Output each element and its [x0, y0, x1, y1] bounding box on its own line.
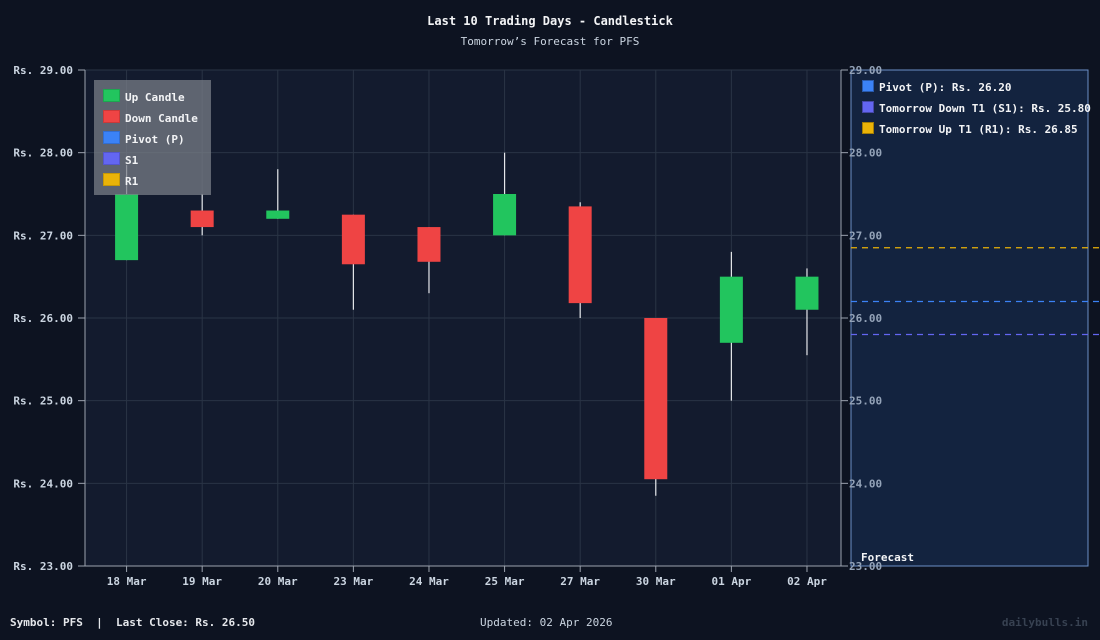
- up-candle: [266, 210, 290, 219]
- legend-item-s1: S1: [103, 152, 138, 167]
- y-tick-label: Rs. 28.00: [13, 147, 73, 160]
- updated-timestamp: Updated: 02 Apr 2026: [480, 616, 613, 629]
- forecast-panel: [850, 69, 1089, 567]
- x-tick-label: 20 Mar: [258, 575, 298, 588]
- x-tick-label: 18 Mar: [107, 575, 147, 588]
- y-tick-label-right: 26.00: [849, 312, 882, 325]
- watermark: dailybulls.in: [1001, 616, 1088, 629]
- y-tick-label-right: 25.00: [849, 395, 882, 408]
- x-tick-label: 23 Mar: [334, 575, 374, 588]
- forecast-panel-label: Forecast: [861, 551, 914, 564]
- x-tick-label: 02 Apr: [787, 575, 827, 588]
- y-tick-label-right: 27.00: [849, 229, 882, 242]
- x-tick-label: 27 Mar: [560, 575, 600, 588]
- down-candle: [644, 318, 668, 480]
- x-tick-label: 25 Mar: [485, 575, 525, 588]
- pivot-swatch-icon: [862, 80, 874, 92]
- down-candle: [568, 206, 592, 304]
- legend-item-pivot: Pivot (P): [103, 131, 185, 146]
- up-candle: [795, 276, 819, 310]
- y-tick-label: Rs. 26.00: [13, 312, 73, 325]
- down-candle: [341, 214, 365, 265]
- x-tick-label: 24 Mar: [409, 575, 449, 588]
- s1-swatch-icon: [862, 101, 874, 113]
- chart-legend: Up Candle Down Candle Pivot (P) S1 R1: [94, 80, 211, 195]
- down-candle: [190, 210, 214, 228]
- s1-swatch-icon: [103, 152, 120, 165]
- up-candle: [719, 276, 743, 343]
- x-tick-label: 19 Mar: [182, 575, 222, 588]
- up-candle-swatch-icon: [103, 89, 120, 102]
- y-tick-label-right: 29.00: [849, 64, 882, 77]
- y-tick-label-right: 28.00: [849, 147, 882, 160]
- forecast-legend-r1: Tomorrow Up T1 (R1): Rs. 26.85: [862, 122, 1078, 136]
- y-tick-label: Rs. 25.00: [13, 395, 73, 408]
- down-candle-swatch-icon: [103, 110, 120, 123]
- y-tick-label-right: 23.00: [849, 560, 882, 573]
- forecast-legend-s1: Tomorrow Down T1 (S1): Rs. 25.80: [862, 101, 1091, 115]
- y-tick-label: Rs. 23.00: [13, 560, 73, 573]
- y-tick-label: Rs. 27.00: [13, 229, 73, 242]
- forecast-legend-pivot: Pivot (P): Rs. 26.20: [862, 80, 1011, 94]
- x-tick-label: 01 Apr: [712, 575, 752, 588]
- r1-swatch-icon: [103, 173, 120, 186]
- legend-item-r1: R1: [103, 173, 138, 188]
- y-tick-label: Rs. 24.00: [13, 477, 73, 490]
- down-candle: [417, 227, 441, 262]
- up-candle: [115, 194, 139, 261]
- symbol-last-close: Symbol: PFS | Last Close: Rs. 26.50: [10, 616, 256, 629]
- up-candle: [493, 194, 517, 236]
- r1-swatch-icon: [862, 122, 874, 134]
- y-tick-label: Rs. 29.00: [13, 64, 73, 77]
- chart-title: Last 10 Trading Days - Candlestick: [427, 14, 673, 28]
- legend-item-down-candle: Down Candle: [103, 110, 198, 125]
- x-tick-label: 30 Mar: [636, 575, 676, 588]
- legend-item-up-candle: Up Candle: [103, 89, 185, 104]
- pivot-swatch-icon: [103, 131, 120, 144]
- y-tick-label-right: 24.00: [849, 477, 882, 490]
- chart-subtitle: Tomorrow’s Forecast for PFS: [460, 35, 640, 48]
